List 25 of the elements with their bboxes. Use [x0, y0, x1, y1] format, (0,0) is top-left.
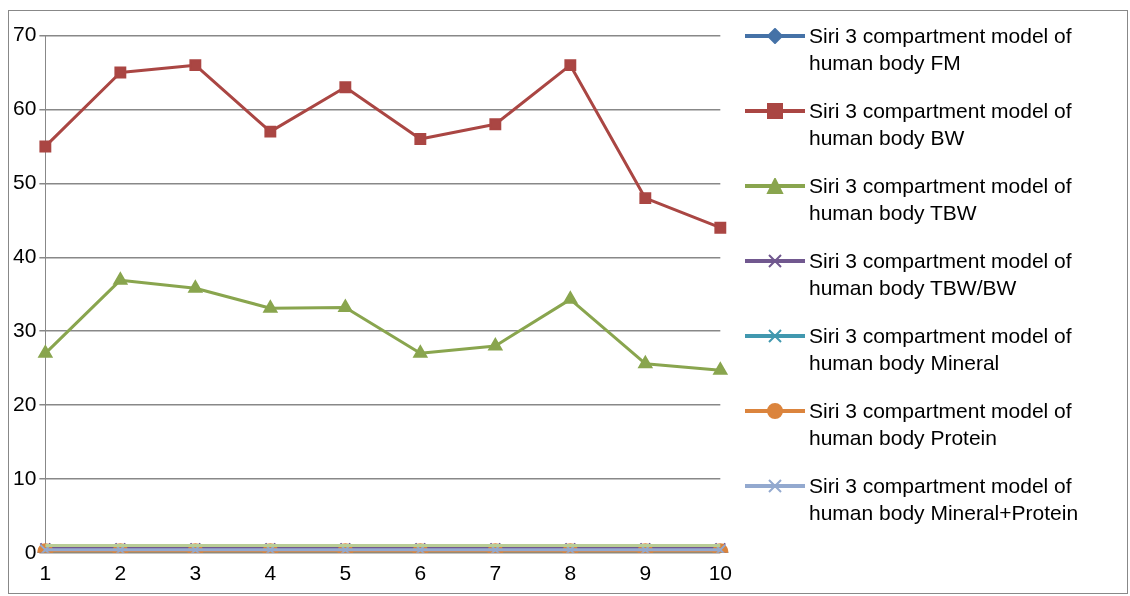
y-tick-label: 20 — [13, 391, 37, 415]
y-tick-label: 40 — [13, 244, 37, 268]
x-tick-label: 1 — [39, 561, 52, 585]
legend-label: Siri 3 compartment model of human body Mineral+Protein — [809, 473, 1080, 526]
x-tick-label: 6 — [414, 561, 427, 585]
legend-label: Siri 3 compartment model of human body Protein — [809, 398, 1073, 451]
x-tick-label: 10 — [708, 561, 732, 585]
y-tick-label: 30 — [13, 317, 37, 341]
x-tick-label: 9 — [639, 561, 652, 585]
x-tick-label: 7 — [489, 561, 502, 585]
legend-label: Siri 3 compartment model of human body FM — [809, 23, 1073, 76]
x-tick-label: 8 — [564, 561, 577, 585]
y-tick-label: 60 — [13, 96, 37, 120]
legend-label: Siri 3 compartment model of human body Mineral — [809, 323, 1073, 376]
x-tick-label: 3 — [189, 561, 202, 585]
legend-label: Siri 3 compartment model of human body TBW — [809, 173, 1073, 226]
legend-label: Siri 3 compartment model of human body TBW/BW — [809, 248, 1073, 301]
x-tick-label: 4 — [264, 561, 277, 585]
legend-label: Siri 3 compartment model of human body BW — [809, 98, 1073, 151]
y-tick-label: 10 — [13, 465, 37, 489]
x-tick-label: 2 — [114, 561, 127, 585]
y-tick-label: 0 — [24, 539, 37, 563]
y-tick-label: 70 — [13, 22, 37, 46]
y-tick-label: 50 — [13, 170, 37, 194]
x-tick-label: 5 — [339, 561, 352, 585]
